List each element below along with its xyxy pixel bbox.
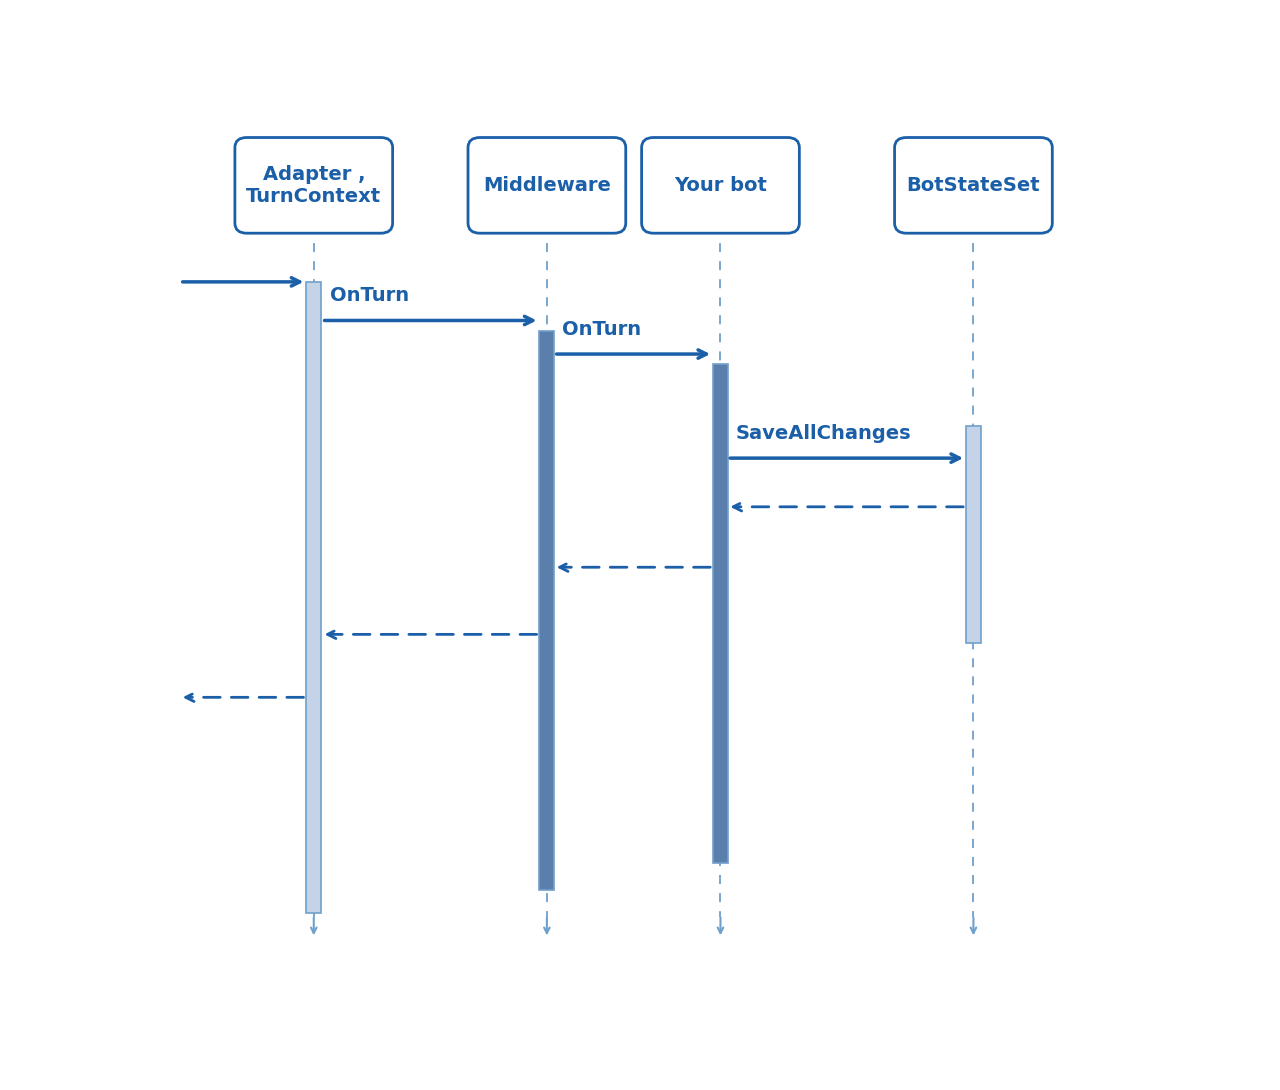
FancyBboxPatch shape: [236, 137, 393, 233]
Bar: [713, 364, 728, 862]
FancyBboxPatch shape: [468, 137, 626, 233]
Text: BotStateSet: BotStateSet: [906, 175, 1041, 195]
Text: SaveAllChanges: SaveAllChanges: [735, 424, 911, 443]
Text: OnTurn: OnTurn: [562, 320, 641, 339]
Bar: [966, 426, 980, 643]
Text: Middleware: Middleware: [483, 175, 611, 195]
Bar: [306, 282, 321, 913]
Text: Adapter ,
TurnContext: Adapter , TurnContext: [246, 165, 381, 206]
FancyBboxPatch shape: [895, 137, 1052, 233]
FancyBboxPatch shape: [641, 137, 799, 233]
Bar: [539, 330, 554, 891]
Text: OnTurn: OnTurn: [330, 287, 408, 305]
Text: Your bot: Your bot: [675, 175, 767, 195]
